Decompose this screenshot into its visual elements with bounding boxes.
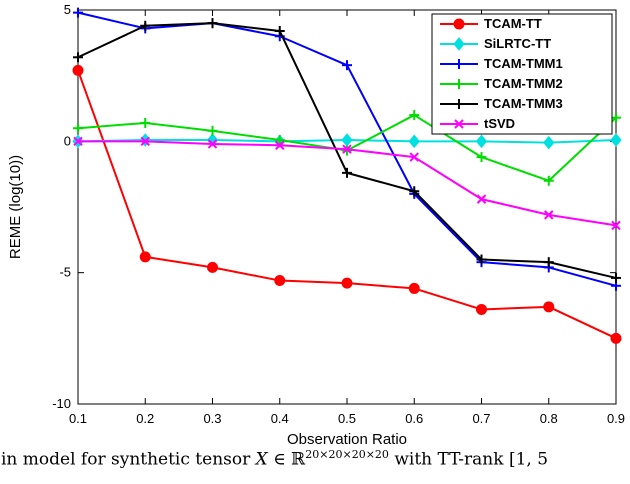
legend-item-TCAM-TMM2: TCAM-TMM2 (440, 76, 563, 91)
x-tick-label: 0.4 (271, 411, 289, 426)
diamond-marker (475, 134, 488, 149)
y-tick-label: 5 (64, 2, 71, 17)
diamond-marker (543, 135, 555, 150)
caption-superscript: 20×20×20×20 (305, 448, 389, 461)
circle-marker (341, 277, 353, 289)
x-tick-label: 0.1 (69, 411, 87, 426)
legend-label: TCAM-TMM2 (484, 76, 563, 91)
legend-label: TCAM-TMM3 (484, 96, 563, 111)
caption-math: ∈ ℝ (267, 449, 306, 470)
x-axis-label: Observation Ratio (287, 431, 407, 445)
circle-marker (453, 18, 465, 30)
circle-marker (476, 303, 487, 315)
series-tSVD (73, 136, 621, 231)
legend-label: TCAM-TMM1 (484, 56, 563, 71)
legend-item-TCAM-TMM3: TCAM-TMM3 (440, 96, 563, 111)
circle-marker (72, 64, 84, 76)
x-tick-label: 0.7 (472, 411, 490, 426)
x-tick-label: 0.5 (338, 411, 356, 426)
legend-item-tSVD: tSVD (440, 116, 515, 131)
x-tick-label: 0.9 (607, 411, 625, 426)
legend-box (431, 13, 613, 135)
legend-item-TCAM-TMM1: TCAM-TMM1 (440, 56, 563, 71)
circle-marker (408, 282, 420, 294)
y-tick-label: -10 (52, 396, 71, 411)
diamond-marker (408, 134, 420, 149)
circle-marker (610, 332, 622, 344)
series-TCAM-TMM3 (73, 18, 621, 283)
series-TCAM-TT (72, 64, 622, 344)
x-tick-label: 0.8 (540, 411, 558, 426)
x-tick-label: 0.6 (405, 411, 423, 426)
line-chart: 0.1 0.2 0.3 0.4 0.5 0.6 0.7 0.8 0.9 -10 -5 0 5 Observ… (7, 2, 625, 445)
circle-marker (543, 301, 555, 313)
x-tick-label: 0.3 (203, 411, 221, 426)
diamond-marker (453, 37, 465, 51)
figure-caption: in model for synthetic tensor X ∈ ℝ20×20… (0, 448, 630, 470)
legend-label: TCAM-TT (484, 16, 542, 31)
y-tick-label: 0 (64, 133, 71, 148)
legend-label: tSVD (484, 116, 515, 131)
legend-item-SiLRTC-TT: SiLRTC-TT (440, 36, 551, 51)
legend-item-TCAM-TT: TCAM-TT (440, 16, 542, 31)
diamond-marker (610, 133, 622, 147)
legend: TCAM-TT SiLRTC-TT TCAM-TMM1 TCAM-TMM2 TCAM-T… (431, 13, 613, 135)
y-tick-label: -5 (59, 265, 71, 280)
tensor-symbol: X (255, 449, 268, 470)
caption-text: in model for synthetic tensor (1, 449, 256, 470)
circle-marker (274, 275, 286, 287)
legend-label: SiLRTC-TT (484, 36, 551, 51)
circle-marker (207, 261, 218, 273)
x-tick-label: 0.2 (136, 411, 154, 426)
caption-tail: with TT-rank [1, 5 (388, 449, 549, 470)
circle-marker (139, 251, 151, 263)
y-axis-label: REME (log(10)) (7, 155, 24, 259)
